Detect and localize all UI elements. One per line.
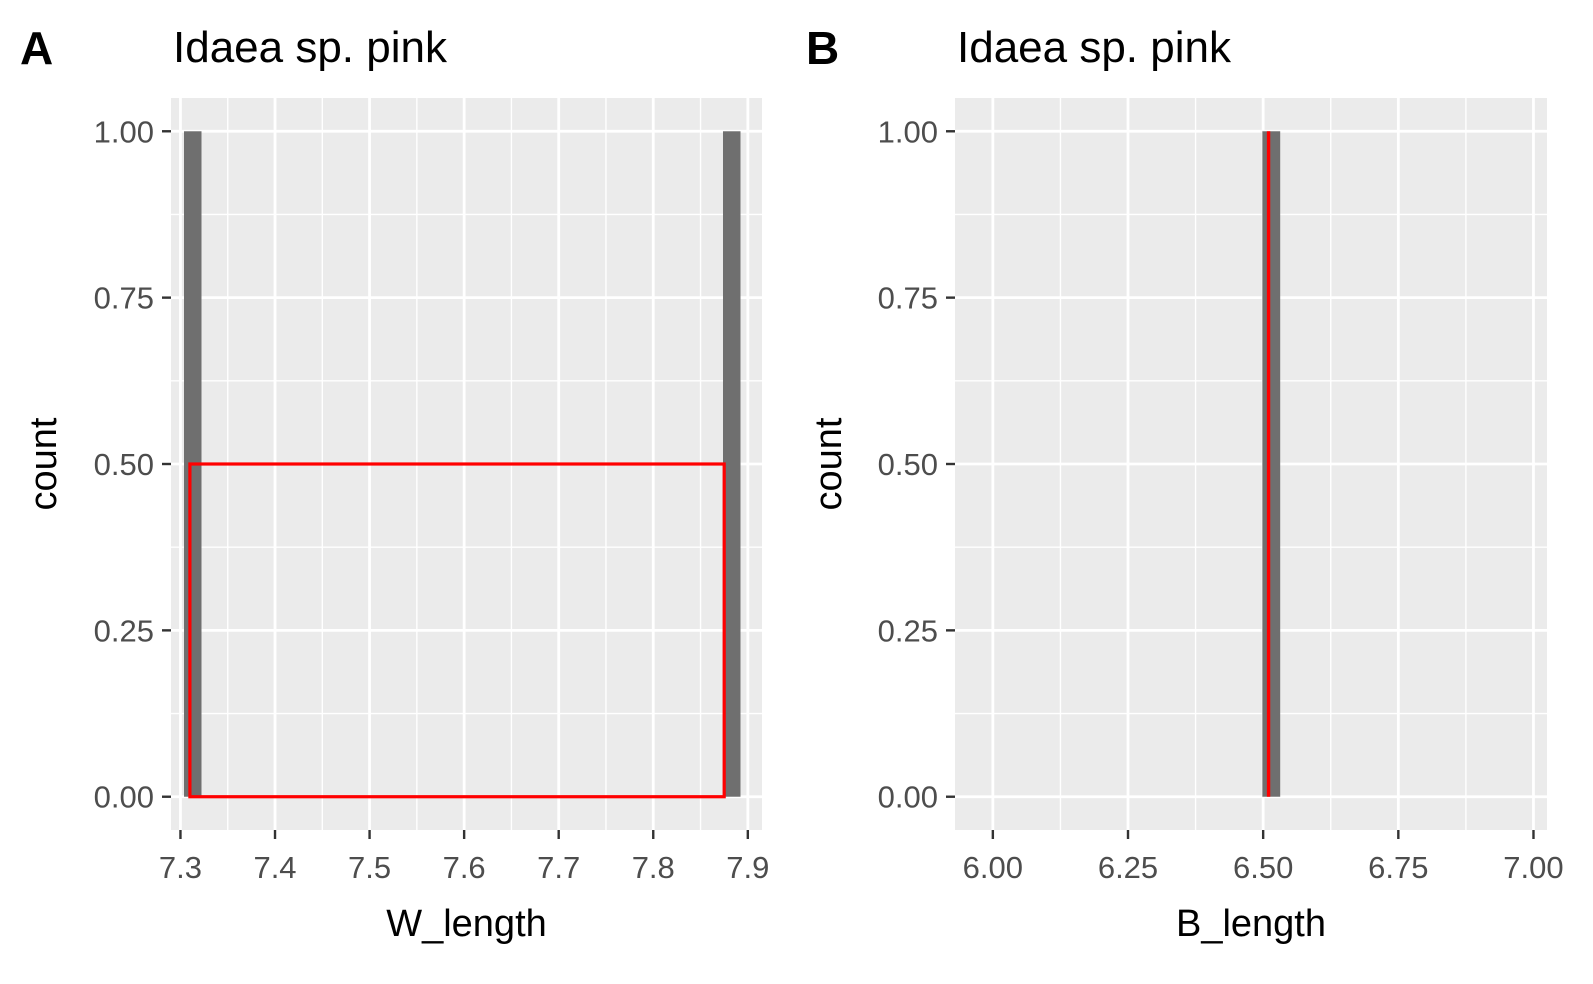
y-axis-title: count	[808, 417, 850, 510]
y-tick-label: 0.75	[878, 281, 938, 316]
histogram-bars	[1262, 131, 1281, 797]
x-tick-label: 7.9	[726, 850, 769, 885]
x-tick-label: 6.00	[963, 850, 1023, 885]
x-tick-label: 7.8	[632, 850, 675, 885]
density-overlay	[188, 462, 726, 799]
chart-title: Idaea sp. pink	[173, 23, 448, 72]
panel-label: B	[806, 22, 839, 74]
y-tick-label: 1.00	[878, 114, 938, 149]
y-tick-label: 0.50	[94, 447, 154, 482]
x-tick-label: 6.25	[1098, 850, 1158, 885]
panel-b: B Idaea sp. pink 0.00 0.25 0.50 0.75 1.00 6.…	[806, 22, 1564, 945]
x-axis: 7.3 7.4 7.5 7.6 7.7 7.8 7.9	[159, 830, 769, 885]
y-tick-label: 1.00	[94, 114, 154, 149]
y-tick-label: 0.50	[878, 447, 938, 482]
chart-title: Idaea sp. pink	[957, 23, 1232, 72]
y-tick-label: 0.00	[878, 780, 938, 815]
panel-label: A	[20, 22, 53, 74]
y-tick-label: 0.75	[94, 281, 154, 316]
x-tick-label: 6.50	[1233, 850, 1293, 885]
panel-a: A Idaea sp. pink 0.00 0.25 0.50 0.75 1.00 7.…	[20, 22, 769, 945]
y-axis: 0.00 0.25 0.50 0.75 1.00	[878, 114, 955, 815]
x-tick-label: 7.4	[253, 850, 296, 885]
x-tick-label: 7.3	[159, 850, 202, 885]
x-tick-label: 6.75	[1368, 850, 1428, 885]
y-axis-title: count	[23, 417, 65, 510]
y-tick-label: 0.25	[878, 613, 938, 648]
x-tick-label: 7.5	[348, 850, 391, 885]
x-axis: 6.00 6.25 6.50 6.75 7.00	[963, 830, 1564, 885]
y-tick-label: 0.25	[94, 613, 154, 648]
y-tick-label: 0.00	[94, 780, 154, 815]
x-axis-title: W_length	[386, 903, 547, 945]
x-tick-label: 7.00	[1503, 850, 1563, 885]
histogram-bar	[1262, 131, 1281, 797]
y-axis: 0.00 0.25 0.50 0.75 1.00	[94, 114, 171, 815]
x-axis-title: B_length	[1176, 903, 1326, 945]
x-tick-label: 7.6	[443, 850, 486, 885]
x-tick-label: 7.7	[537, 850, 580, 885]
histogram-bar	[722, 131, 741, 797]
overlay-outline	[188, 462, 726, 799]
